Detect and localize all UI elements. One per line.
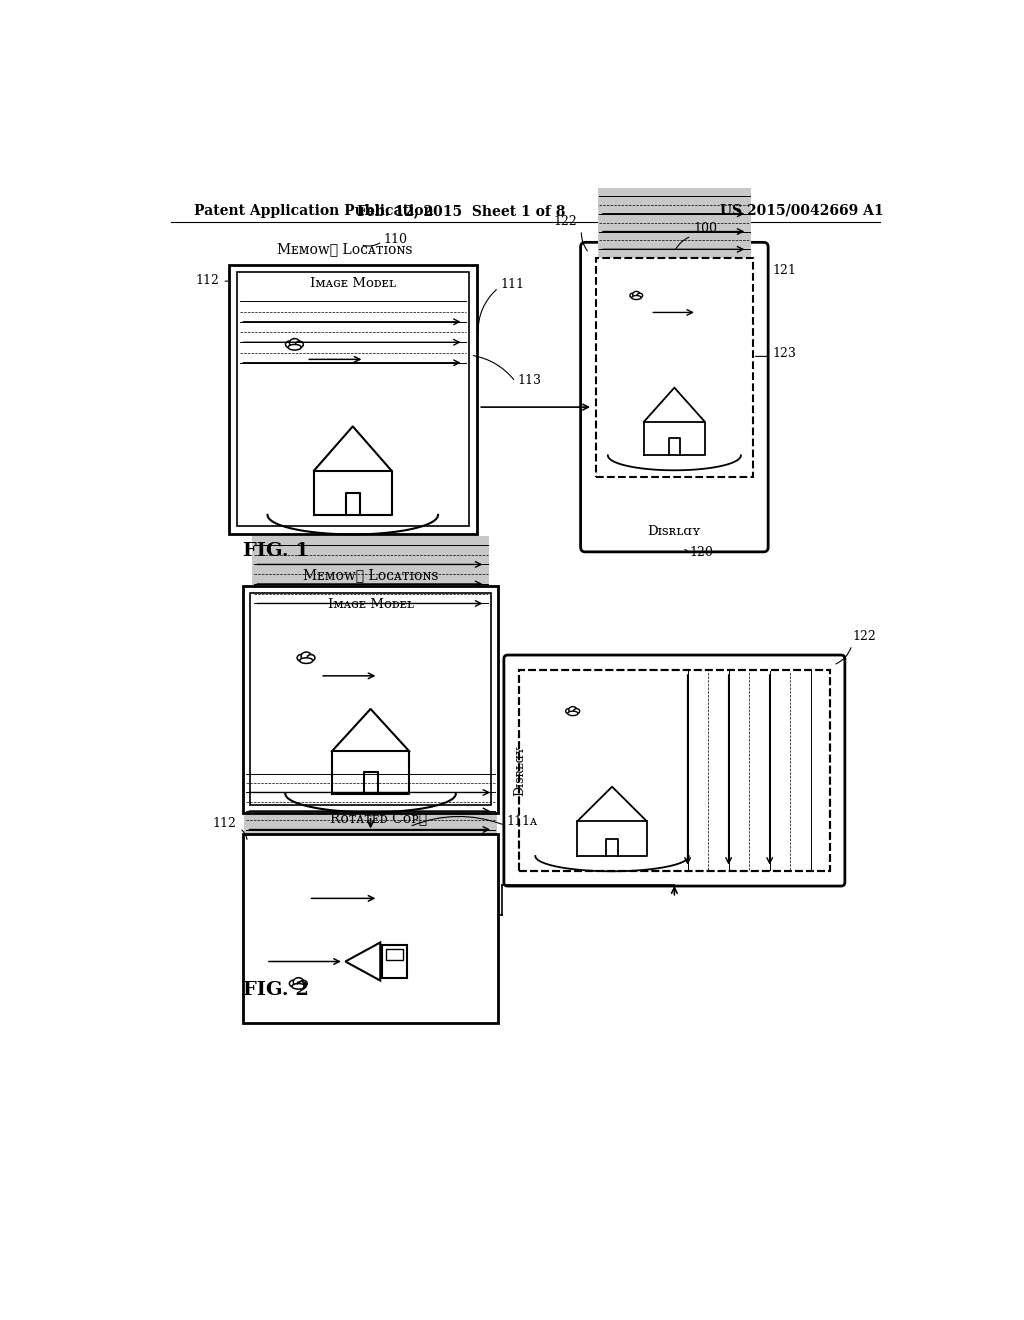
Polygon shape [345, 942, 380, 981]
Text: 111: 111 [500, 277, 524, 290]
Text: Mᴇᴍᴏᴡˏ Lᴏᴄᴀᴛɪᴏɴs: Mᴇᴍᴏᴡˏ Lᴏᴄᴀᴛɪᴏɴs [303, 568, 438, 582]
Bar [228, 264, 477, 535]
Bar [386, 949, 402, 960]
Bar [245, 766, 497, 838]
Bar [596, 257, 753, 477]
Bar [243, 834, 499, 1023]
Text: FIG. 2: FIG. 2 [243, 981, 308, 999]
Text: Rᴏᴛᴀᴛᴇᴅ Cᴏᴘˏ: Rᴏᴛᴀᴛᴇᴅ Cᴏᴘˏ [330, 812, 427, 825]
Text: 123: 123 [773, 347, 797, 359]
Ellipse shape [290, 339, 300, 347]
Bar [598, 187, 751, 257]
Bar [518, 669, 830, 871]
Ellipse shape [286, 341, 294, 348]
Bar [668, 669, 830, 871]
Ellipse shape [637, 293, 643, 298]
Text: 110: 110 [384, 232, 408, 246]
Text: 112: 112 [196, 273, 219, 286]
Ellipse shape [633, 292, 640, 297]
Ellipse shape [567, 711, 578, 715]
Bar [518, 669, 830, 871]
Ellipse shape [301, 652, 311, 660]
Text: 120: 120 [690, 546, 714, 560]
Text: 100: 100 [693, 222, 718, 235]
Text: 111ᴀ: 111ᴀ [506, 816, 538, 828]
Text: 113: 113 [517, 374, 541, 387]
Text: Dɪsʀʟɑʏ: Dɪsʀʟɑʏ [647, 525, 701, 539]
Text: 112: 112 [213, 817, 237, 830]
Text: 122: 122 [554, 215, 578, 228]
Ellipse shape [573, 709, 580, 714]
Text: Patent Application Publication: Patent Application Publication [194, 203, 433, 218]
Text: US 2015/0042669 A1: US 2015/0042669 A1 [721, 203, 884, 218]
Ellipse shape [632, 296, 641, 300]
Text: Iᴍᴀɢᴇ Mᴏᴅᴇʟ: Iᴍᴀɢᴇ Mᴏᴅᴇʟ [328, 598, 414, 611]
Ellipse shape [292, 983, 305, 989]
Text: 122: 122 [853, 630, 877, 643]
Ellipse shape [307, 655, 315, 661]
Bar [237, 272, 469, 527]
Bar [252, 536, 489, 612]
Text: Mᴇᴍᴏᴡˏ Lᴏᴄᴀᴛɪᴏɴs: Mᴇᴍᴏᴡˏ Lᴏᴄᴀᴛɪᴏɴs [278, 243, 413, 256]
Bar [238, 292, 467, 372]
Ellipse shape [630, 293, 636, 298]
Ellipse shape [296, 341, 303, 347]
Ellipse shape [300, 657, 312, 664]
FancyBboxPatch shape [504, 655, 845, 886]
Bar [251, 594, 490, 805]
Ellipse shape [290, 979, 298, 987]
Ellipse shape [293, 978, 304, 986]
Text: Iᴍᴀɢᴇ Mᴏᴅᴇʟ: Iᴍᴀɢᴇ Mᴏᴅᴇʟ [309, 277, 395, 289]
Text: Feb. 12, 2015  Sheet 1 of 8: Feb. 12, 2015 Sheet 1 of 8 [357, 203, 565, 218]
Ellipse shape [299, 981, 307, 987]
Text: 121: 121 [773, 264, 797, 277]
Text: Dɪsʀʟɑʏ: Dɪsʀʟɑʏ [514, 744, 526, 796]
Ellipse shape [568, 706, 577, 713]
Bar [382, 945, 407, 978]
FancyBboxPatch shape [581, 243, 768, 552]
Bar [243, 586, 499, 813]
Text: FIG. 1: FIG. 1 [243, 543, 309, 560]
Ellipse shape [297, 655, 306, 661]
Ellipse shape [288, 345, 301, 350]
Ellipse shape [565, 709, 572, 714]
